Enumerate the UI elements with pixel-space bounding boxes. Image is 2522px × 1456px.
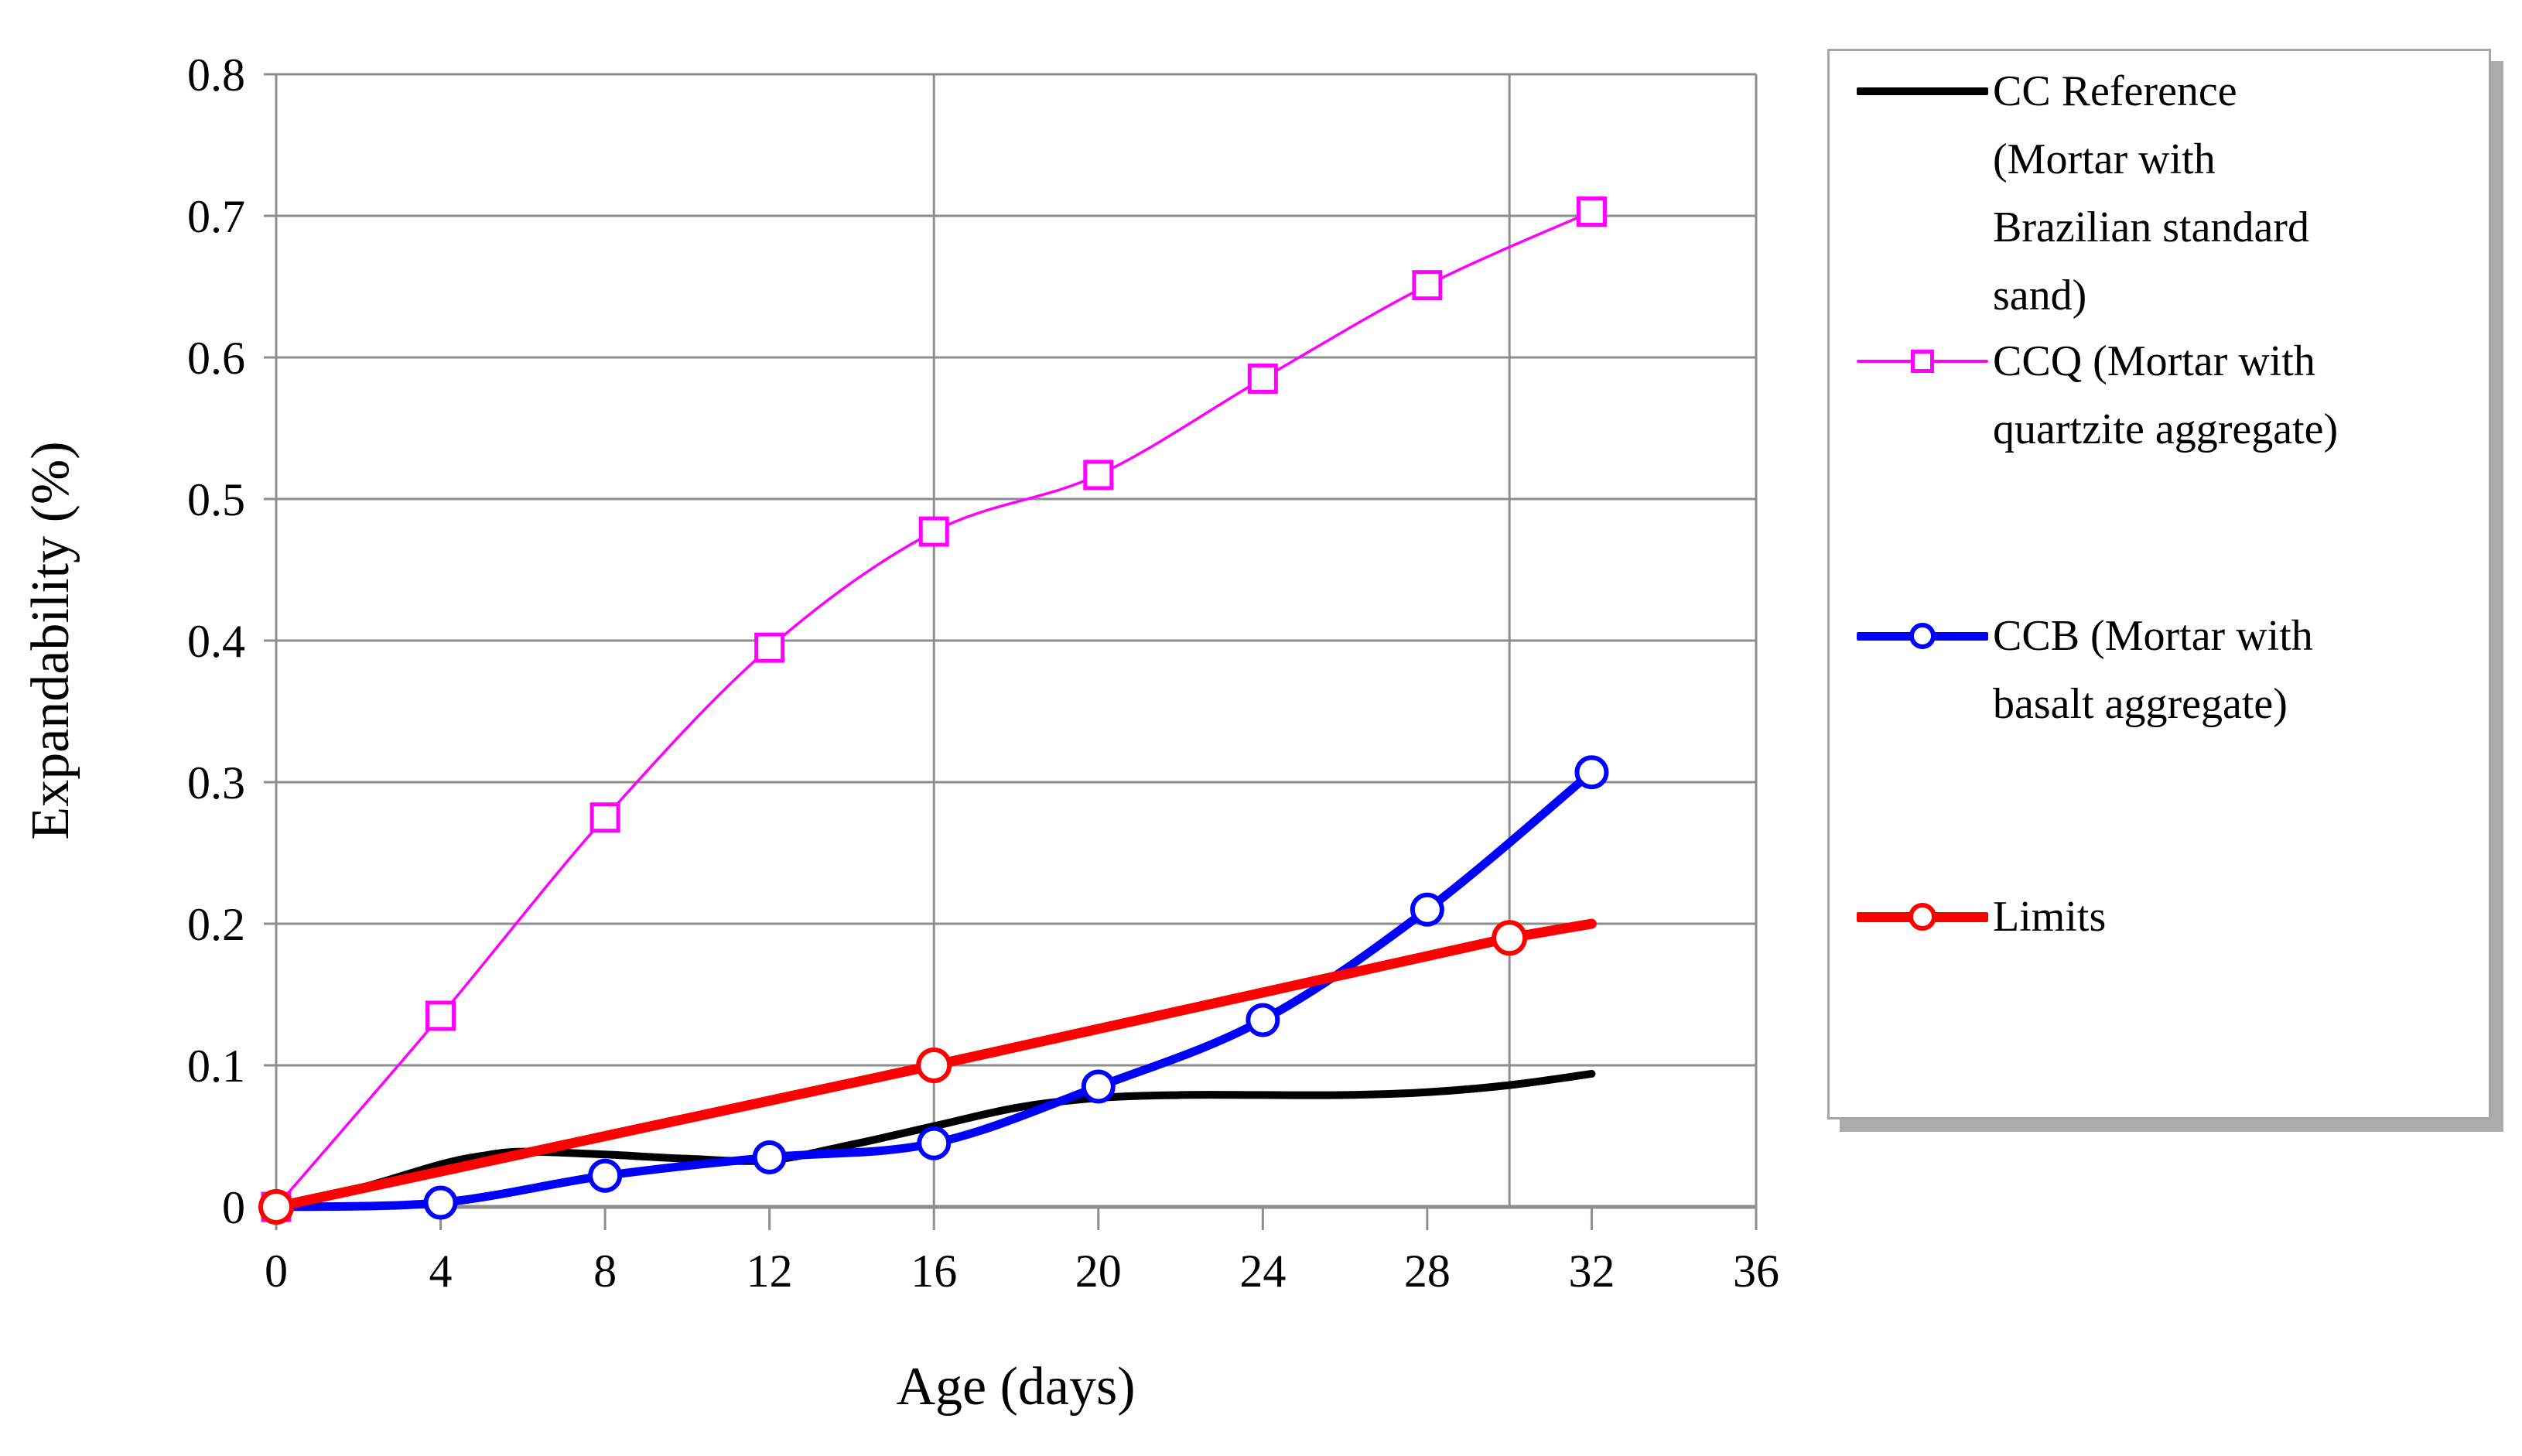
y-axis-title: Expandability (%) (21, 441, 80, 839)
x-tick-label: 20 (1075, 1246, 1122, 1297)
y-tick-label: 0.3 (187, 757, 245, 808)
x-tick-label: 0 (265, 1246, 288, 1297)
legend-label-line: CCQ (Mortar with (1993, 337, 2315, 385)
legend-label-line: quartzite aggregate) (1993, 405, 2339, 453)
tick-labels: 0 4 8 12 16 20 24 28 32 36 0 0.1 0.2 0.3 0.4 0.5 0.6 0.7 0… (187, 50, 1779, 1297)
ccb-circle-marker-icon (1410, 892, 1444, 927)
chart-legend: CC Reference (Mortar with Brazilian standa… (1827, 49, 2491, 1119)
ccb-circle-marker-icon (1081, 1069, 1116, 1104)
legend-label-ccq: CCQ (Mortar with quartzite aggregate) (1993, 327, 2475, 463)
x-tick-label: 32 (1568, 1246, 1615, 1297)
ccb-circle-marker-icon (752, 1140, 787, 1174)
x-axis-title: Age (days) (896, 1357, 1135, 1417)
legend-label-cc_reference: CC Reference (Mortar with Brazilian standa… (1993, 57, 2475, 330)
limits-circle-marker-icon (258, 1189, 294, 1225)
x-tick-label: 4 (429, 1246, 453, 1297)
limits-circle-marker-icon (916, 1048, 952, 1083)
legend-label-line: basalt aggregate) (1993, 680, 2288, 728)
x-tick-label: 16 (911, 1246, 957, 1297)
y-tick-label: 0.8 (187, 50, 245, 101)
ccq-square-marker-icon (425, 1000, 456, 1031)
ccb-circle-marker-icon (1246, 1003, 1280, 1037)
ccq-square-marker-icon (918, 516, 949, 547)
y-tick-label: 0.2 (187, 899, 245, 950)
legend-label-line: CCB (Mortar with (1993, 612, 2313, 660)
ccq-square-marker-icon (1911, 350, 1934, 373)
y-tick-label: 0.7 (187, 191, 245, 242)
legend-label-line: (Mortar with (1993, 135, 2216, 183)
x-tick-label: 36 (1733, 1246, 1779, 1297)
ccb-circle-marker-icon (588, 1158, 623, 1193)
x-tick-label: 24 (1239, 1246, 1286, 1297)
ccq-square-marker-icon (1083, 460, 1114, 490)
ccb-circle-marker-icon (917, 1126, 952, 1160)
series-cc_reference-line (272, 1069, 1596, 1211)
legend-label-ccb: CCB (Mortar with basalt aggregate) (1993, 602, 2475, 738)
ccb-circle-marker-icon (1574, 755, 1609, 790)
limits-circle-marker-icon (1492, 920, 1528, 956)
ccq-square-marker-icon (589, 802, 620, 833)
y-tick-label: 0.4 (187, 616, 245, 667)
cc_reference-line-swatch-icon (1857, 87, 1988, 95)
legend-label-line: Brazilian standard (1993, 203, 2309, 251)
legend-label-line: sand) (1993, 272, 2087, 320)
ccb-circle-marker-icon (423, 1185, 458, 1220)
series-ccq-line (275, 210, 1594, 1208)
ccq-square-marker-icon (1247, 363, 1278, 394)
ccb-circle-marker-icon (1909, 623, 1936, 649)
ccq-square-marker-icon (754, 632, 785, 663)
y-tick-label: 0.1 (187, 1041, 245, 1092)
y-tick-label: 0.5 (187, 474, 245, 525)
axes (264, 73, 1758, 1230)
y-tick-label: 0 (222, 1182, 245, 1233)
series-limits-line (271, 918, 1597, 1212)
ccq-square-marker-icon (1576, 197, 1607, 227)
legend-label-line: CC Reference (1993, 67, 2237, 115)
legend-label-limits: Limits (1993, 883, 2475, 951)
y-tick-label: 0.6 (187, 333, 245, 384)
ccq-square-marker-icon (1412, 270, 1443, 301)
limits-circle-marker-icon (1909, 903, 1936, 931)
legend-label-line: Limits (1993, 893, 2107, 941)
x-tick-label: 12 (747, 1246, 793, 1297)
series-limits-markers (258, 920, 1528, 1225)
data-series (258, 197, 1609, 1225)
x-tick-label: 28 (1404, 1246, 1451, 1297)
series-ccb-line (272, 767, 1596, 1212)
gridlines (276, 73, 1758, 1207)
x-tick-label: 8 (593, 1246, 617, 1297)
